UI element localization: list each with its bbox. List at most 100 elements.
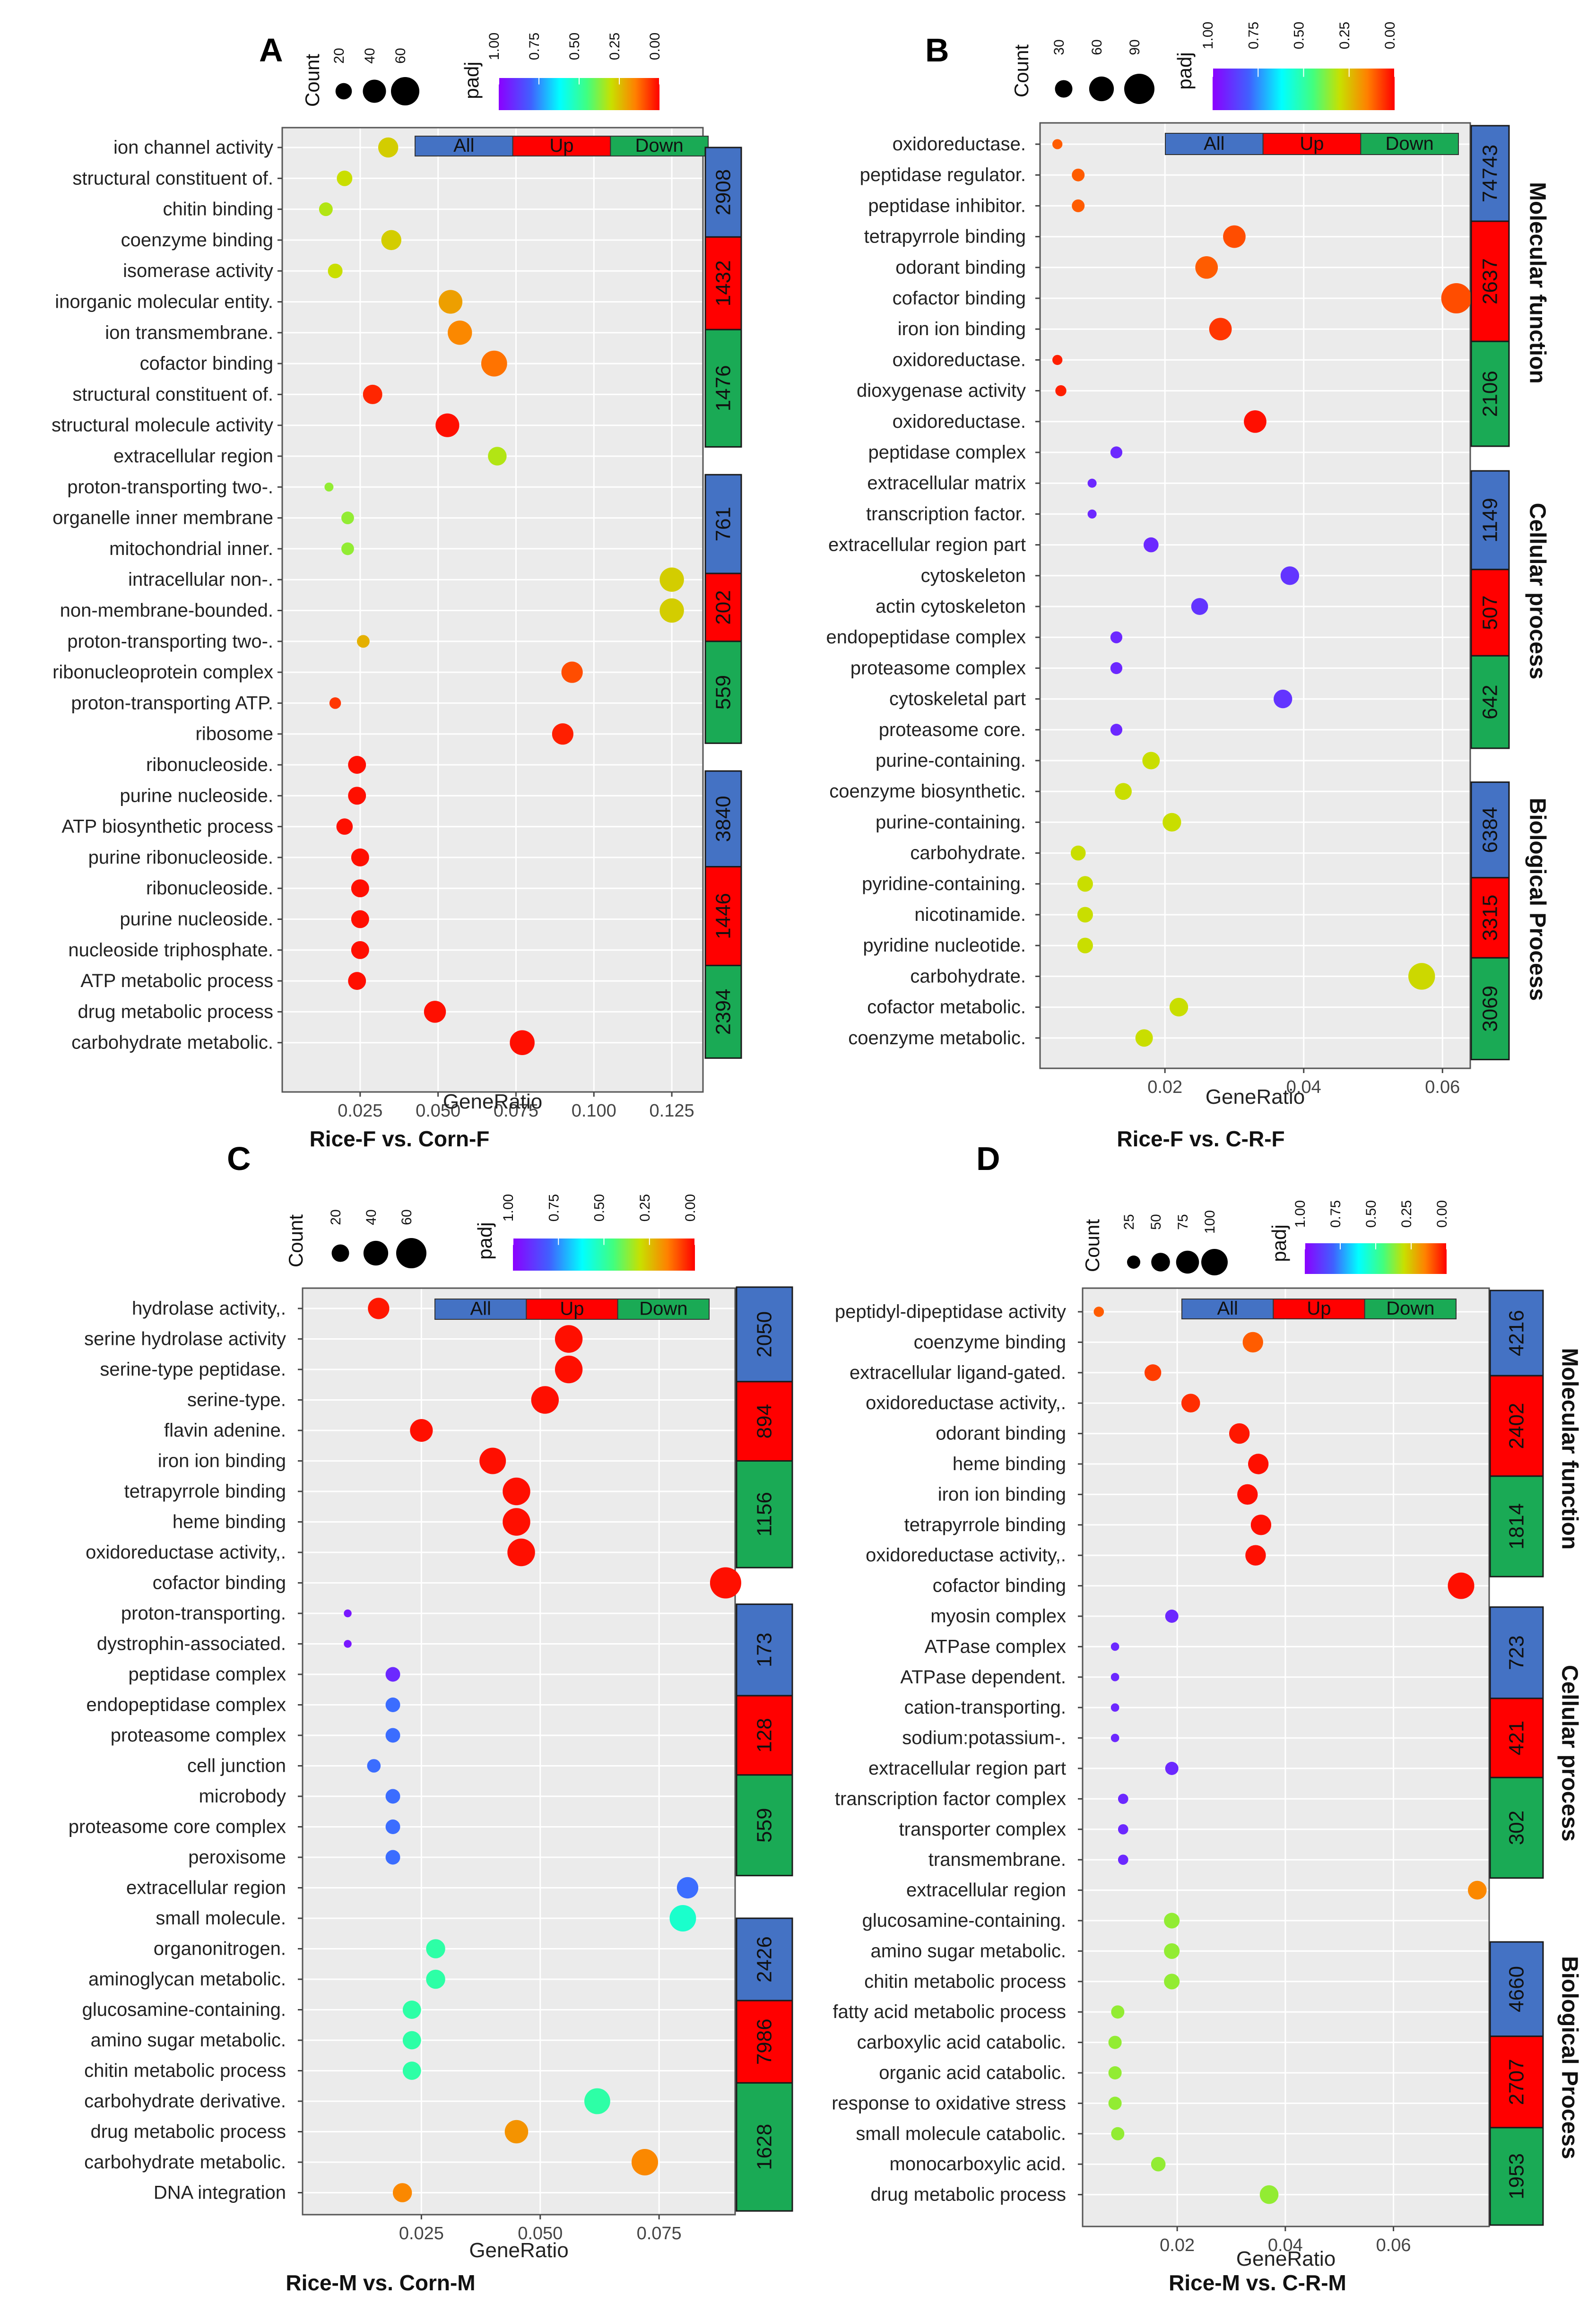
term-label: purine nucleoside. <box>120 785 273 806</box>
bubble-point <box>426 1969 445 1989</box>
go-category-label: Molecular function <box>1525 182 1550 384</box>
term-label: proton-transporting two-. <box>67 631 273 652</box>
tab-down <box>617 1299 710 1320</box>
bubble-point <box>1274 689 1292 709</box>
term-label: heme binding <box>173 1512 286 1533</box>
bubble-point <box>1111 2005 1125 2019</box>
term-label: cytoskeleton <box>921 565 1026 586</box>
term-label: chitin metabolic process <box>864 1971 1066 1992</box>
padj-tick-label: 0.75 <box>1328 1200 1344 1228</box>
count-legend-circle <box>1124 74 1154 104</box>
term-label: amino sugar metabolic. <box>90 2030 286 2051</box>
tab-label-up: Up <box>1300 133 1324 154</box>
term-label: structural molecule activity <box>52 415 273 436</box>
bubble-point <box>631 2148 658 2176</box>
term-label: aminoglycan metabolic. <box>88 1969 286 1990</box>
count-box-down <box>1470 957 1510 1060</box>
term-label: drug metabolic process <box>78 1001 273 1022</box>
bubble-point <box>1248 1454 1269 1474</box>
term-label: extracellular region part <box>828 535 1026 555</box>
panel-title: Rice-F vs. C-R-F <box>1117 1126 1284 1151</box>
count-box-value: 2707 <box>1505 2059 1528 2105</box>
x-tick-label: 0.04 <box>1268 2235 1303 2255</box>
padj-tick-label: 1.00 <box>501 1194 516 1221</box>
plot-background <box>1040 123 1470 1068</box>
count-legend-label: 60 <box>393 48 408 63</box>
panel-c: C All Up Down hydrolase activity,. serine hyd… <box>69 1140 793 2295</box>
term-label: carbohydrate derivative. <box>84 2091 286 2112</box>
term-label: cation-transporting. <box>904 1697 1066 1718</box>
term-label: hydrolase activity,. <box>132 1298 286 1319</box>
count-legend-label: 25 <box>1121 1214 1137 1230</box>
bubble-point <box>1108 2035 1122 2049</box>
term-label: ribonucleoprotein complex <box>52 662 273 683</box>
bubble-point <box>1209 318 1232 341</box>
count-box-all <box>736 1603 793 1697</box>
bubbles <box>344 1298 741 2202</box>
bubble-point <box>426 1939 445 1958</box>
bubble-point <box>402 2061 421 2080</box>
term-label: carbohydrate. <box>910 843 1026 864</box>
tab-down <box>1364 1299 1457 1319</box>
term-label: myosin complex <box>930 1606 1066 1627</box>
bubble-point <box>1195 256 1218 279</box>
term-label: oxidoreductase activity,. <box>866 1545 1066 1566</box>
bubble-point <box>504 2120 529 2144</box>
bubble-point <box>1108 2096 1122 2110</box>
count-legend-label: 90 <box>1127 39 1143 55</box>
count-box-up <box>1489 1375 1544 1477</box>
term-label: fatty acid metabolic process <box>833 2001 1066 2022</box>
count-box-value: 4216 <box>1505 1310 1528 1356</box>
term-label: ribosome <box>195 724 273 745</box>
count-legend-circle <box>331 1244 349 1262</box>
bubbles <box>1093 1307 1487 2204</box>
bubble-point <box>503 1508 530 1536</box>
bubble-point <box>1259 2185 1279 2204</box>
term-label: amino sugar metabolic. <box>870 1940 1066 1961</box>
side-count-boxes: 4216 2402 1814 723 421 302 4660 2707 1953 <box>1489 1290 1544 2226</box>
bubble-point <box>1118 1793 1128 1804</box>
tab-up <box>1273 1299 1365 1319</box>
panel-b: B All Up Down oxidoreductase. peptidase regul… <box>826 22 1550 1151</box>
count-box-down <box>704 641 742 744</box>
term-label: ion transmembrane. <box>105 322 273 343</box>
bubble-point <box>479 1447 506 1474</box>
count-legend-title: Count <box>1010 44 1032 97</box>
x-tick-label: 0.075 <box>637 2224 682 2243</box>
term-label: endopeptidase complex <box>86 1695 286 1715</box>
term-label: ion channel activity <box>113 137 273 158</box>
tab-label-down: Down <box>1386 133 1434 154</box>
count-box-value: 1814 <box>1505 1503 1528 1550</box>
tab-up <box>526 1299 618 1320</box>
term-label: intracellular non-. <box>128 569 273 590</box>
bubble-point <box>1108 2066 1122 2079</box>
count-box-up <box>736 2000 793 2084</box>
count-box-value: 3315 <box>1479 895 1502 941</box>
term-label: odorant binding <box>936 1423 1066 1444</box>
bubble-point <box>368 1298 390 1319</box>
bubble-point <box>424 1001 446 1023</box>
padj-legend-title: padj <box>1173 52 1196 89</box>
term-label: extracellular region <box>126 1878 286 1898</box>
term-label: coenzyme binding <box>914 1332 1066 1352</box>
count-legend-title: Count <box>285 1214 307 1267</box>
term-label: tetrapyrrole binding <box>904 1515 1066 1535</box>
count-legend-label: 60 <box>1089 39 1105 55</box>
bubble-point <box>344 1609 352 1618</box>
padj-tick-label: 0.50 <box>1292 22 1307 49</box>
bubble-point <box>1244 410 1266 433</box>
term-label: tetrapyrrole binding <box>864 226 1026 247</box>
bubble-point <box>1181 1394 1200 1412</box>
count-legend-circle <box>363 79 386 103</box>
x-axis-title: GeneRatio <box>1236 2247 1336 2270</box>
term-label: proteasome complex <box>111 1725 286 1746</box>
panel-title: Rice-F vs. Corn-F <box>310 1126 490 1151</box>
bubble-point <box>385 1789 400 1804</box>
x-tick-label: 0.02 <box>1147 1077 1182 1097</box>
term-label: chitin binding <box>163 199 274 220</box>
term-label: purine ribonucleoside. <box>88 847 273 868</box>
term-label: proteasome complex <box>850 658 1026 678</box>
count-box-value: 723 <box>1505 1636 1528 1670</box>
count-box-down <box>704 329 742 448</box>
term-label: proton-transporting two-. <box>67 476 273 497</box>
